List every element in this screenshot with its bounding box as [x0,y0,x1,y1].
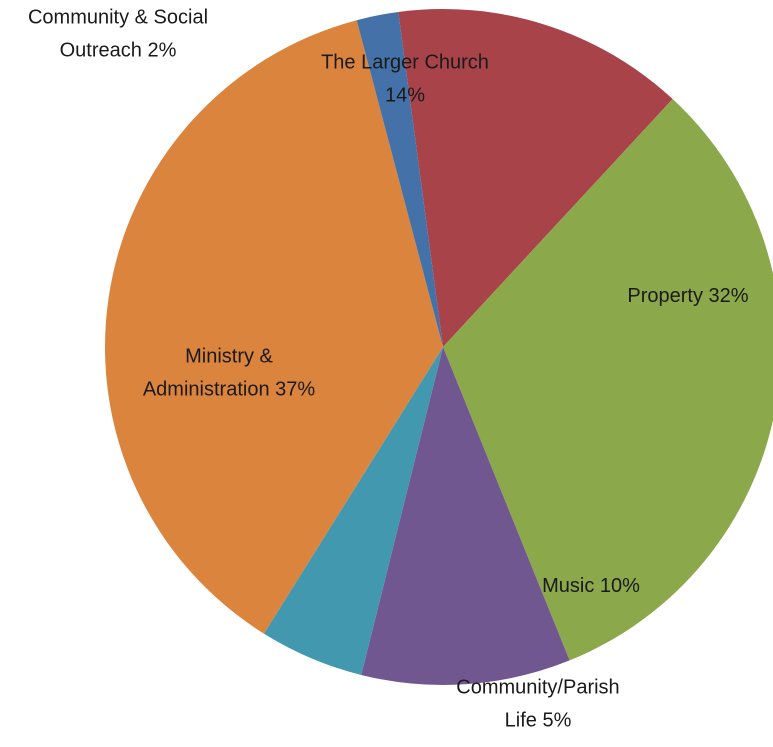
pie-slices [104,9,773,686]
pie-labels: The Larger Church 14% Property 32% Music 10… [28,7,749,732]
slice-label-line: Community & Social [28,7,208,29]
pie-slice [398,9,673,347]
slice-label: Property 32% [627,285,748,307]
slice-label-line: Ministry & [185,346,273,368]
slice-label-line: Administration 37% [143,379,316,401]
slice-label: Community & Social Outreach 2% [28,7,208,62]
pie-slice [104,20,443,634]
pie-slice [361,347,570,686]
slice-label: Ministry & Administration 37% [143,346,316,401]
slice-label-line: 14% [385,85,425,107]
slice-label-line: Property 32% [627,285,748,307]
slice-label: Music 10% [542,575,640,597]
pie-slice [356,11,443,347]
pie-slice [263,347,443,675]
slice-label-line: Music 10% [542,575,640,597]
slice-label-line: The Larger Church [321,52,489,74]
slice-label: Community/Parish Life 5% [456,677,619,732]
slice-label-line: Community/Parish [456,677,619,699]
slice-label: The Larger Church 14% [321,52,489,107]
pie-slice [443,99,773,661]
slice-label-line: Life 5% [505,710,572,732]
slice-label-line: Outreach 2% [60,40,177,62]
